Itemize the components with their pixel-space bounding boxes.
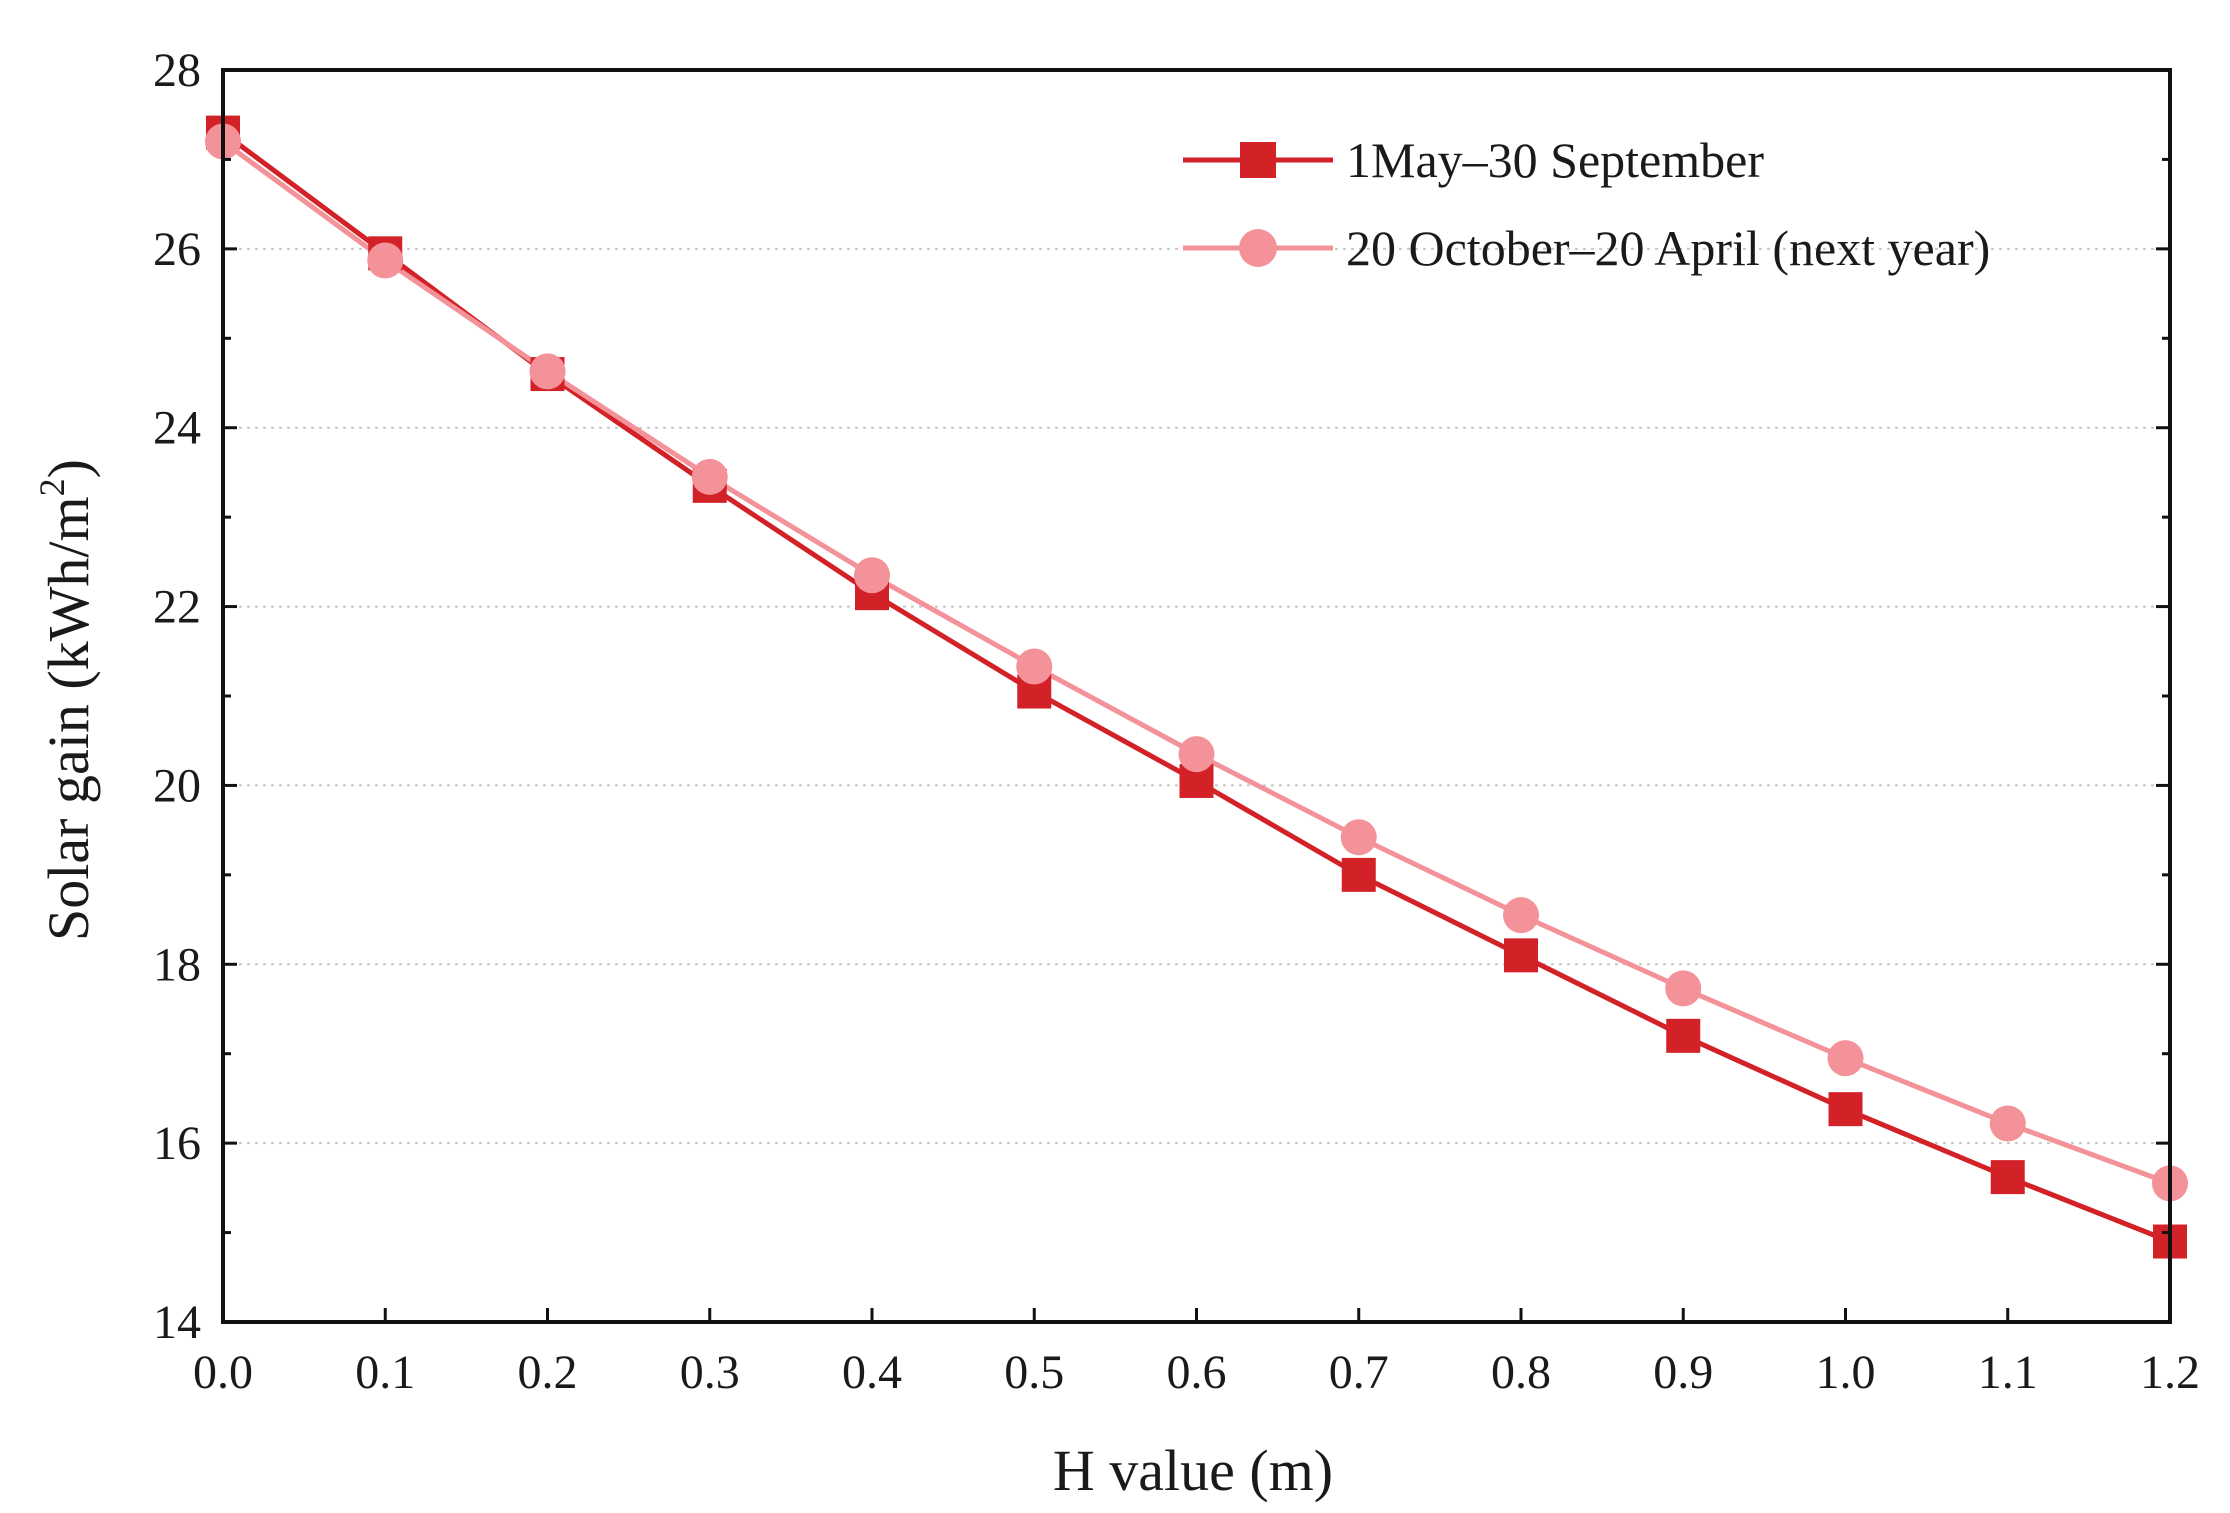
x-tick-label: 0.2 <box>518 1346 578 1399</box>
y-tick-label: 28 <box>153 44 201 97</box>
y-tick-label: 20 <box>153 759 201 812</box>
y-axis-title-main: Solar gain (kWh/m <box>36 496 101 941</box>
y-tick-label: 24 <box>153 402 201 455</box>
data-point-square <box>1828 1092 1863 1127</box>
x-tick-label: 0.5 <box>1004 1346 1064 1399</box>
x-tick-label: 1.2 <box>2140 1346 2200 1399</box>
data-point-circle <box>1827 1040 1864 1077</box>
data-point-circle <box>1989 1105 2026 1142</box>
tick-labels: 14 16 18 20 22 24 26 28 0.0 0.1 0.2 0.3 0.4 0.5 0.6 0.7… <box>153 44 2200 1399</box>
axes <box>221 68 2172 1324</box>
y-tick-label: 22 <box>153 581 201 634</box>
data-point-circle <box>691 458 728 495</box>
data-point-circle <box>1016 648 1053 685</box>
legend-item-1: 1May–30 September <box>1183 132 1764 188</box>
x-axis-title: H value (m) <box>1053 1438 1333 1503</box>
data-point-square <box>1666 1018 1701 1053</box>
y-axis-title: Solar gain (kWh/m2) <box>32 459 101 941</box>
data-point-circle <box>367 242 404 279</box>
data-point-circle <box>1178 736 1215 773</box>
data-point-circle <box>1503 897 1539 934</box>
x-tick-label: 0.4 <box>842 1346 902 1399</box>
x-tick-label: 0.8 <box>1491 1346 1551 1399</box>
legend-marker-circle <box>1239 229 1277 267</box>
data-point-square <box>1341 857 1376 892</box>
data-point-square <box>1504 938 1538 973</box>
data-point-square <box>1990 1160 2025 1195</box>
x-tick-label: 1.0 <box>1816 1346 1876 1399</box>
y-tick-label: 16 <box>153 1117 201 1170</box>
data-point-circle <box>1665 970 1702 1007</box>
y-axis-title-suffix: ) <box>36 459 101 478</box>
legend-item-2: 20 October–20 April (next year) <box>1183 220 1990 276</box>
y-tick-label: 14 <box>153 1296 201 1349</box>
x-tick-label: 0.6 <box>1167 1346 1227 1399</box>
data-point-circle <box>1340 819 1377 856</box>
x-tick-label: 0.9 <box>1653 1346 1713 1399</box>
data-point-circle <box>529 353 566 390</box>
x-tick-label: 0.7 <box>1329 1346 1389 1399</box>
legend-label-1: 1May–30 September <box>1346 132 1764 188</box>
y-axis-title-superscript: 2 <box>32 478 72 496</box>
x-tick-label: 0.3 <box>680 1346 740 1399</box>
legend: 1May–30 September 20 October–20 April (n… <box>1183 132 1990 276</box>
series-lines <box>205 115 2188 1259</box>
x-tick-label: 0.1 <box>355 1346 415 1399</box>
y-tick-label: 26 <box>153 223 201 276</box>
x-tick-label: 0.0 <box>193 1346 253 1399</box>
plot-frame <box>221 68 2172 1324</box>
legend-label-2: 20 October–20 April (next year) <box>1346 220 1990 276</box>
y-tick-label: 18 <box>153 938 201 991</box>
legend-marker-square <box>1240 142 1276 178</box>
x-tick-label: 1.1 <box>1978 1346 2038 1399</box>
data-point-circle <box>854 557 890 594</box>
